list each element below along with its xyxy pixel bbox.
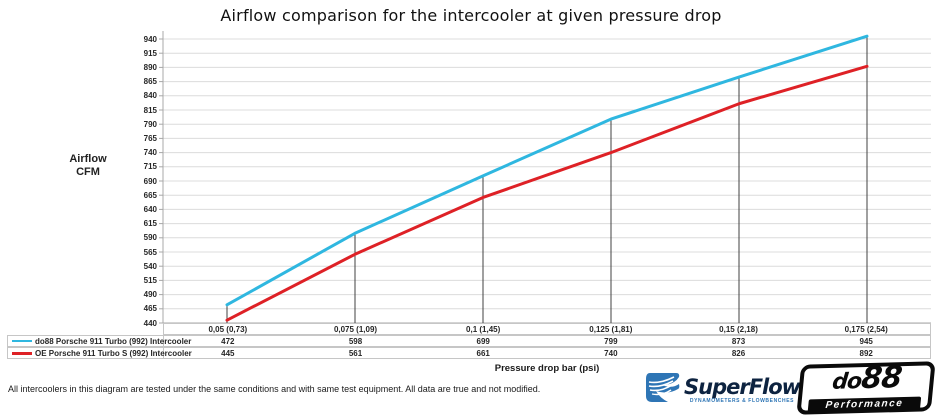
x-category-label: 0,175 (2,54) xyxy=(844,324,888,334)
do88-name-suffix: 88 xyxy=(859,360,904,397)
legend-line-swatch xyxy=(12,351,32,355)
y-tick-label: 740 xyxy=(143,148,157,158)
superflow-wordmark: SuperFlow DYNAMOMETERS & FLOWBENCHES xyxy=(684,374,801,404)
y-tick-label: 515 xyxy=(143,275,157,285)
y-tick-label: 890 xyxy=(143,62,157,72)
y-tick-label: 540 xyxy=(143,261,157,271)
superflow-logo: SuperFlow DYNAMOMETERS & FLOWBENCHES xyxy=(646,372,801,408)
y-tick-label: 615 xyxy=(143,219,157,229)
series-value-cell: 945 xyxy=(859,336,873,346)
series-value-cell: 598 xyxy=(348,336,363,346)
x-axis-title: Pressure drop bar (psi) xyxy=(494,363,600,374)
y-tick-label: 665 xyxy=(143,190,157,200)
y-tick-label: 690 xyxy=(143,176,157,186)
legend-series-name: do88 Porsche 911 Turbo (992) Intercooler xyxy=(35,336,192,346)
y-axis-title: Airflow CFM xyxy=(52,153,124,179)
series-value-cell: 661 xyxy=(476,348,490,358)
chart-title: Airflow comparison for the intercooler a… xyxy=(220,6,722,25)
superflow-swirl-icon xyxy=(646,372,680,408)
x-category-label: 0,15 (2,18) xyxy=(719,324,758,334)
do88-logo: do88 Performance xyxy=(796,360,936,415)
series-value-cell: 799 xyxy=(604,336,618,346)
y-tick-label: 940 xyxy=(143,34,157,44)
y-tick-label: 915 xyxy=(143,48,157,58)
y-tick-label: 640 xyxy=(143,204,157,214)
y-tick-label: 490 xyxy=(143,290,157,300)
y-tick-label: 565 xyxy=(143,247,157,257)
y-tick-label: 790 xyxy=(143,119,157,129)
category-label-row: 0,05 (0,73) 0,075 (1,09) 0,1 (1,45) 0,125 (… xyxy=(163,323,931,335)
x-category-label: 0,125 (1,81) xyxy=(589,324,633,334)
y-axis-title-line2: CFM xyxy=(76,166,100,178)
series-value-cell: 892 xyxy=(859,348,873,358)
y-tick-label: 590 xyxy=(143,233,157,243)
y-axis-title-line1: Airflow xyxy=(69,153,107,165)
x-category-label: 0,075 (1,09) xyxy=(333,324,378,334)
series-row-0: do88 Porsche 911 Turbo (992) Intercooler… xyxy=(7,335,931,347)
series-value-cell: 740 xyxy=(604,348,618,358)
series-value-cell: 873 xyxy=(731,336,746,346)
series-value-cell: 699 xyxy=(476,336,490,346)
y-tick-label: 865 xyxy=(143,77,157,87)
series-value-cell: 561 xyxy=(348,348,363,358)
do88-name: do88 xyxy=(831,360,903,397)
legend-cell: OE Porsche 911 Turbo S (992) Intercooler xyxy=(8,348,192,358)
series-value-cell: 472 xyxy=(221,336,235,346)
legend-series-name: OE Porsche 911 Turbo S (992) Intercooler xyxy=(35,348,192,358)
superflow-name: SuperFlow xyxy=(684,374,801,399)
series-line-0 xyxy=(225,34,869,307)
series-row-1: OE Porsche 911 Turbo S (992) Intercooler… xyxy=(7,347,931,359)
series-value-cell: 445 xyxy=(221,348,235,358)
x-category-label: 0,05 (0,73) xyxy=(208,324,248,334)
y-tick-label: 440 xyxy=(143,318,157,328)
superflow-subtitle: DYNAMOMETERS & FLOWBENCHES xyxy=(689,397,795,404)
y-tick-label: 715 xyxy=(143,162,157,172)
legend-cell: do88 Porsche 911 Turbo (992) Intercooler xyxy=(8,336,191,346)
y-tick-label: 815 xyxy=(143,105,157,115)
series-line-1 xyxy=(225,64,869,322)
legend-line-swatch xyxy=(12,340,32,342)
do88-name-prefix: do xyxy=(831,369,863,395)
y-tick-label: 765 xyxy=(143,133,157,143)
x-category-label: 0,1 (1,45) xyxy=(466,324,501,334)
do88-performance-banner: Performance xyxy=(807,396,922,414)
footer-note: All intercoolers in this diagram are tes… xyxy=(8,384,541,394)
series-value-cell: 826 xyxy=(731,348,746,358)
y-tick-label: 465 xyxy=(143,304,157,314)
y-tick-label: 840 xyxy=(143,91,157,101)
